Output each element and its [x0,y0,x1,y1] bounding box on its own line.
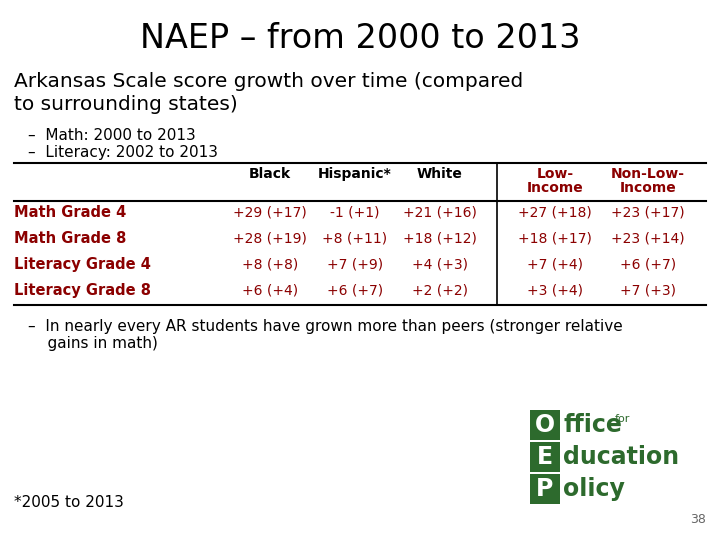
Text: olicy: olicy [563,477,625,501]
Text: for: for [615,414,631,424]
Text: +18 (+12): +18 (+12) [403,231,477,245]
Text: +7 (+4): +7 (+4) [527,257,583,271]
Text: +8 (+11): +8 (+11) [323,231,387,245]
Text: ffice: ffice [563,413,622,437]
Text: NAEP – from 2000 to 2013: NAEP – from 2000 to 2013 [140,22,580,55]
Text: –  In nearly every AR students have grown more than peers (stronger relative: – In nearly every AR students have grown… [28,319,623,334]
Text: +21 (+16): +21 (+16) [403,205,477,219]
Text: +7 (+9): +7 (+9) [327,257,383,271]
Text: –  Math: 2000 to 2013: – Math: 2000 to 2013 [28,128,196,143]
Text: P: P [536,477,554,501]
Text: O: O [535,413,555,437]
Text: White: White [417,167,463,181]
FancyBboxPatch shape [530,442,560,472]
Text: Literacy Grade 8: Literacy Grade 8 [14,283,151,298]
Text: E: E [537,445,553,469]
Text: +2 (+2): +2 (+2) [412,283,468,297]
Text: –  Literacy: 2002 to 2013: – Literacy: 2002 to 2013 [28,145,218,160]
FancyBboxPatch shape [530,410,560,440]
Text: *2005 to 2013: *2005 to 2013 [14,495,124,510]
Text: +6 (+7): +6 (+7) [327,283,383,297]
Text: Non-Low-: Non-Low- [611,167,685,181]
Text: Income: Income [620,181,676,195]
Text: +7 (+3): +7 (+3) [620,283,676,297]
Text: Math Grade 4: Math Grade 4 [14,205,126,220]
Text: Black: Black [249,167,291,181]
Text: Income: Income [526,181,583,195]
Text: Low-: Low- [536,167,574,181]
Text: +8 (+8): +8 (+8) [242,257,298,271]
Text: gains in math): gains in math) [28,336,158,351]
Text: 38: 38 [690,513,706,526]
FancyBboxPatch shape [530,474,560,504]
Text: -1 (+1): -1 (+1) [330,205,379,219]
Text: +3 (+4): +3 (+4) [527,283,583,297]
Text: +23 (+14): +23 (+14) [611,231,685,245]
Text: ducation: ducation [563,445,679,469]
Text: +23 (+17): +23 (+17) [611,205,685,219]
Text: +29 (+17): +29 (+17) [233,205,307,219]
Text: Math Grade 8: Math Grade 8 [14,231,127,246]
Text: +6 (+4): +6 (+4) [242,283,298,297]
Text: +6 (+7): +6 (+7) [620,257,676,271]
Text: Hispanic*: Hispanic* [318,167,392,181]
Text: Arkansas Scale score growth over time (compared
to surrounding states): Arkansas Scale score growth over time (c… [14,72,523,114]
Text: +18 (+17): +18 (+17) [518,231,592,245]
Text: +4 (+3): +4 (+3) [412,257,468,271]
Text: +28 (+19): +28 (+19) [233,231,307,245]
Text: +27 (+18): +27 (+18) [518,205,592,219]
Text: Literacy Grade 4: Literacy Grade 4 [14,257,151,272]
